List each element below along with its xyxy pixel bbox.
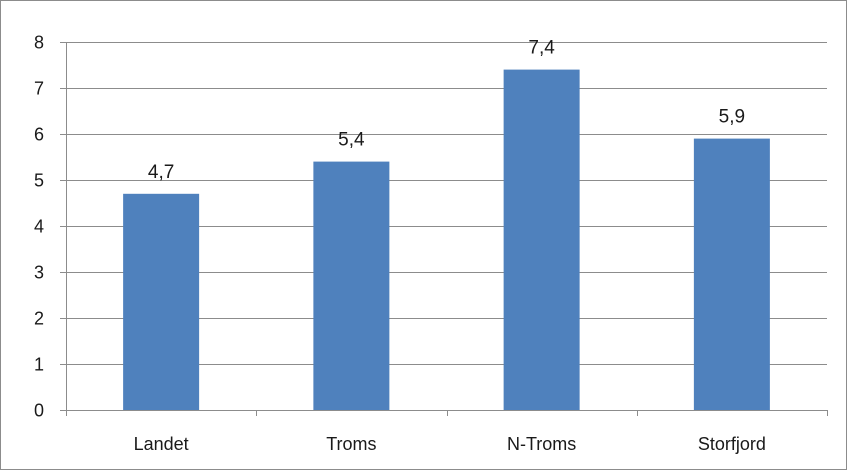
y-tick-label: 5 [34,171,44,191]
data-label: 4,7 [148,162,174,183]
data-label: 5,9 [719,107,745,128]
y-tick-label: 1 [34,355,44,375]
data-labels: 4,7 5,4 7,4 5,9 [148,38,745,183]
y-tick-label: 3 [34,263,44,283]
y-tick-label: 0 [34,401,44,421]
y-tick-label: 7 [34,79,44,99]
bar-storfjord [693,138,770,410]
x-tick-label: N-Troms [507,434,576,454]
x-tick-label: Storfjord [698,434,766,454]
y-tick-label: 2 [34,309,44,329]
data-label: 7,4 [528,38,555,59]
x-axis-ticks: Landet Troms N-Troms Storfjord [66,410,828,454]
data-label: 5,4 [338,130,365,151]
x-tick-label: Troms [326,434,376,454]
bar-troms [313,161,390,410]
y-tick-label: 4 [34,217,44,237]
x-tick-label: Landet [134,434,189,454]
axes [66,42,827,411]
y-axis-ticks: 0 1 2 3 4 5 6 7 8 [34,33,66,421]
bar-landet [123,193,200,410]
y-tick-label: 6 [34,125,44,145]
bar-n-troms [503,69,580,410]
y-tick-label: 8 [34,33,44,53]
bars [123,69,770,410]
